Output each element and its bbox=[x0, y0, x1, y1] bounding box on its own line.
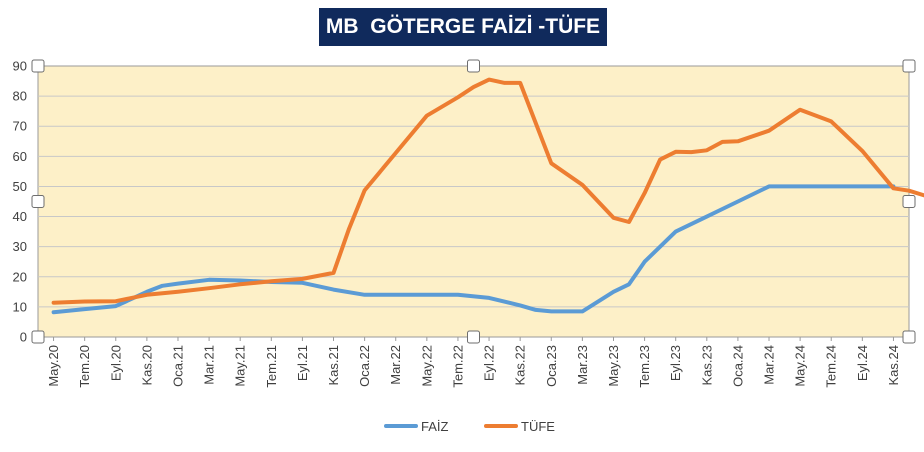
chart-title: MB GÖTERGE FAİZİ -TÜFE bbox=[319, 8, 607, 46]
x-tick-label: May.20 bbox=[46, 345, 61, 387]
resize-handle[interactable] bbox=[467, 330, 480, 344]
x-tick-label: Tem.23 bbox=[637, 345, 652, 388]
legend-label: TÜFE bbox=[521, 419, 555, 434]
gridlines bbox=[38, 95, 909, 308]
resize-handle[interactable] bbox=[902, 59, 916, 73]
x-tick-label: Oca.23 bbox=[544, 345, 559, 387]
x-tick-label: Kas.22 bbox=[513, 345, 528, 385]
x-tick-label: Eyl.24 bbox=[855, 345, 870, 381]
series-line-faiz bbox=[51, 184, 896, 315]
x-tick-label: Tem.20 bbox=[77, 345, 92, 388]
resize-handle[interactable] bbox=[31, 330, 45, 344]
x-axis-tick-labels: May.20 Tem.20 Eyl.20 Kas.20 Oca.21 Mar.21 May.… bbox=[46, 337, 901, 388]
resize-handle[interactable] bbox=[31, 195, 45, 208]
y-tick-label: 90 bbox=[13, 59, 27, 74]
legend: FAİZ TÜFE bbox=[384, 419, 555, 434]
y-tick-label: 0 bbox=[20, 330, 27, 345]
series-line-tufe bbox=[51, 77, 924, 305]
selection-handles bbox=[31, 59, 916, 344]
x-tick-label: Tem.24 bbox=[824, 345, 839, 388]
x-tick-label: May.21 bbox=[233, 345, 248, 387]
y-tick-label: 70 bbox=[13, 119, 27, 134]
x-tick-label: Kas.23 bbox=[699, 345, 714, 385]
series-lines bbox=[51, 77, 924, 315]
x-tick-label: Kas.24 bbox=[886, 345, 901, 385]
x-tick-label: Tem.21 bbox=[264, 345, 279, 388]
y-tick-label: 60 bbox=[13, 149, 27, 164]
x-tick-label: Kas.21 bbox=[326, 345, 341, 385]
x-tick-label: Eyl.20 bbox=[108, 345, 123, 381]
y-tick-label: 10 bbox=[13, 299, 27, 314]
x-tick-label: Eyl.21 bbox=[295, 345, 310, 381]
legend-label: FAİZ bbox=[421, 419, 449, 434]
x-tick-label: Kas.20 bbox=[139, 345, 154, 385]
x-tick-label: May.24 bbox=[793, 345, 808, 387]
y-tick-label: 50 bbox=[13, 179, 27, 194]
x-tick-label: Mar.23 bbox=[575, 345, 590, 385]
resize-handle[interactable] bbox=[902, 195, 916, 208]
y-tick-label: 20 bbox=[13, 269, 27, 284]
resize-handle[interactable] bbox=[31, 59, 45, 73]
x-tick-label: Mar.21 bbox=[202, 345, 217, 385]
x-tick-label: Oca.24 bbox=[730, 345, 745, 387]
resize-handle[interactable] bbox=[467, 59, 480, 73]
x-tick-label: Mar.22 bbox=[388, 345, 403, 385]
x-tick-label: Oca.22 bbox=[357, 345, 372, 387]
x-tick-label: Tem.22 bbox=[450, 345, 465, 388]
y-tick-label: 80 bbox=[13, 89, 27, 104]
y-axis-tick-labels: 0 10 20 30 40 50 60 70 80 90 bbox=[13, 59, 27, 345]
x-tick-label: Mar.24 bbox=[762, 345, 777, 385]
y-tick-label: 40 bbox=[13, 209, 27, 224]
x-tick-label: May.22 bbox=[419, 345, 434, 387]
resize-handle[interactable] bbox=[902, 330, 916, 344]
x-tick-label: Oca.21 bbox=[170, 345, 185, 387]
x-tick-label: Eyl.23 bbox=[668, 345, 683, 381]
y-tick-label: 30 bbox=[13, 239, 27, 254]
x-tick-label: Eyl.22 bbox=[482, 345, 497, 381]
x-tick-label: May.23 bbox=[606, 345, 621, 387]
